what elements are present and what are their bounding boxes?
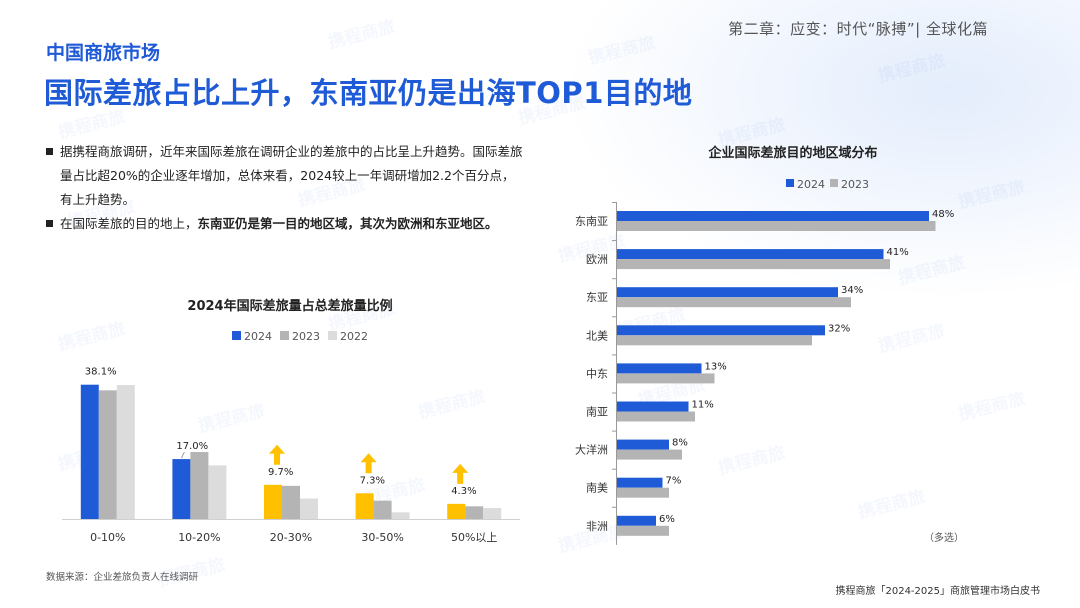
- leader-line: [181, 451, 185, 459]
- data-label: 6%: [659, 514, 675, 525]
- y-tick-label: 非洲: [586, 520, 608, 533]
- bar-2023: [617, 525, 669, 536]
- bullet-item-1: 据携程商旅调研，近年来国际差旅在调研企业的差旅中的占比呈上升趋势。国际差旅量占比…: [46, 140, 526, 212]
- data-label: 8%: [672, 438, 688, 449]
- bar-2022: [300, 498, 318, 519]
- bar-2024: [617, 325, 825, 336]
- legend-label: 2023: [292, 330, 320, 343]
- x-tick-label: 20-30%: [270, 531, 312, 544]
- up-arrow-icon: [360, 453, 377, 474]
- chapter-label: 第二章：应变：时代“脉搏”| 全球化篇: [728, 20, 988, 38]
- data-label: 17.0%: [176, 441, 208, 452]
- bullet-item-2: 在国际差旅的目的地上，东南亚仍是第一目的地区域，其次为欧洲和东亚地区。: [46, 212, 526, 236]
- page-title: 国际差旅占比上升，东南亚仍是出海TOP1目的地: [44, 76, 693, 110]
- bar-2023: [617, 297, 851, 308]
- bar-2023: [282, 485, 300, 519]
- data-label: 11%: [692, 400, 714, 411]
- bar-2024: [617, 249, 884, 260]
- chart-note: （多选）: [924, 531, 964, 544]
- x-tick-label: 30-50%: [361, 531, 403, 544]
- bar-2023: [617, 487, 669, 498]
- chart-title: 企业国际差旅目的地区域分布: [707, 145, 877, 161]
- x-tick-label: 0-10%: [90, 531, 125, 544]
- bar-2023: [617, 449, 682, 460]
- y-tick-label: 东南亚: [575, 215, 608, 228]
- bar-2024: [355, 493, 374, 519]
- data-label: 38.1%: [85, 367, 117, 378]
- y-tick-label: 南美: [586, 482, 608, 495]
- bullet-square-icon: [46, 220, 53, 227]
- legend-swatch: [830, 179, 838, 187]
- up-arrow-shape: [269, 444, 285, 465]
- legend-label: 2024: [797, 178, 825, 191]
- bar-2024: [617, 515, 656, 526]
- legend-swatch: [232, 331, 241, 340]
- data-label: 4.3%: [451, 486, 476, 497]
- data-label: 9.7%: [268, 467, 293, 478]
- bar-2023: [617, 335, 812, 346]
- chart-title: 2024年国际差旅量占总差旅量比例: [187, 298, 392, 314]
- bar-2022: [116, 385, 135, 519]
- legend-label: 2022: [340, 330, 368, 343]
- legend-swatch: [328, 331, 337, 340]
- y-tick-label: 大洋洲: [575, 443, 608, 457]
- legend-swatch: [786, 179, 794, 187]
- bar-2022: [208, 465, 227, 519]
- bar-2023: [465, 506, 484, 519]
- y-tick-label: 南亚: [586, 406, 608, 419]
- x-tick-label: 10-20%: [178, 531, 220, 544]
- up-arrow-icon: [269, 444, 285, 465]
- data-label: 34%: [841, 285, 863, 296]
- bar-2023: [617, 221, 936, 231]
- data-label: 7.3%: [360, 475, 385, 486]
- bar-2023: [373, 500, 392, 519]
- bar-2024: [172, 459, 191, 519]
- up-arrow-shape: [360, 453, 377, 474]
- bar-2024: [80, 384, 99, 519]
- up-arrow-icon: [452, 463, 469, 484]
- bar-2024: [617, 363, 702, 374]
- bar-2023: [617, 259, 890, 270]
- bullet-text-bold: 东南亚仍是第一目的地区域，其次为欧洲和东亚地区。: [197, 216, 498, 231]
- bar-2023: [190, 452, 209, 519]
- bar-2024: [447, 503, 466, 519]
- y-tick-label: 北美: [586, 329, 608, 342]
- bullet-text: 据携程商旅调研，近年来国际差旅在调研企业的差旅中的占比呈上升趋势。国际差旅量占比…: [60, 144, 523, 207]
- x-tick-label: 50%以上: [451, 531, 497, 544]
- bar-2024: [617, 211, 929, 221]
- y-tick-label: 东亚: [586, 291, 608, 304]
- y-tick-label: 欧洲: [586, 253, 608, 266]
- bar-2024: [617, 401, 689, 412]
- data-label: 48%: [932, 209, 954, 220]
- bar-2024: [264, 484, 282, 519]
- bar-2022: [391, 512, 410, 519]
- bar-2024: [617, 439, 669, 450]
- bar-2023: [617, 411, 695, 422]
- bullet-list: 据携程商旅调研，近年来国际差旅在调研企业的差旅中的占比呈上升趋势。国际差旅量占比…: [46, 140, 526, 236]
- bullet-square-icon: [46, 148, 53, 155]
- footer-text: 携程商旅「2024-2025」商旅管理市场白皮书: [835, 586, 1040, 597]
- legend-label: 2023: [841, 178, 869, 191]
- y-tick-label: 中东: [586, 367, 608, 380]
- legend-label: 2024: [244, 330, 272, 343]
- bar-2024: [617, 477, 663, 488]
- bar-2022: [483, 508, 502, 519]
- bar-2023: [617, 373, 715, 384]
- up-arrow-shape: [452, 463, 469, 484]
- data-label: 32%: [828, 323, 850, 334]
- bullet-text-prefix: 在国际差旅的目的地上，: [60, 216, 198, 231]
- legend-swatch: [280, 331, 289, 340]
- bar-2024: [617, 287, 838, 298]
- source-note: 数据来源：企业差旅负责人在线调研: [46, 572, 199, 583]
- bar-2023: [98, 390, 117, 519]
- data-label: 13%: [705, 361, 727, 372]
- section-title: 中国商旅市场: [46, 42, 161, 64]
- data-label: 7%: [666, 476, 682, 487]
- data-label: 41%: [887, 247, 909, 258]
